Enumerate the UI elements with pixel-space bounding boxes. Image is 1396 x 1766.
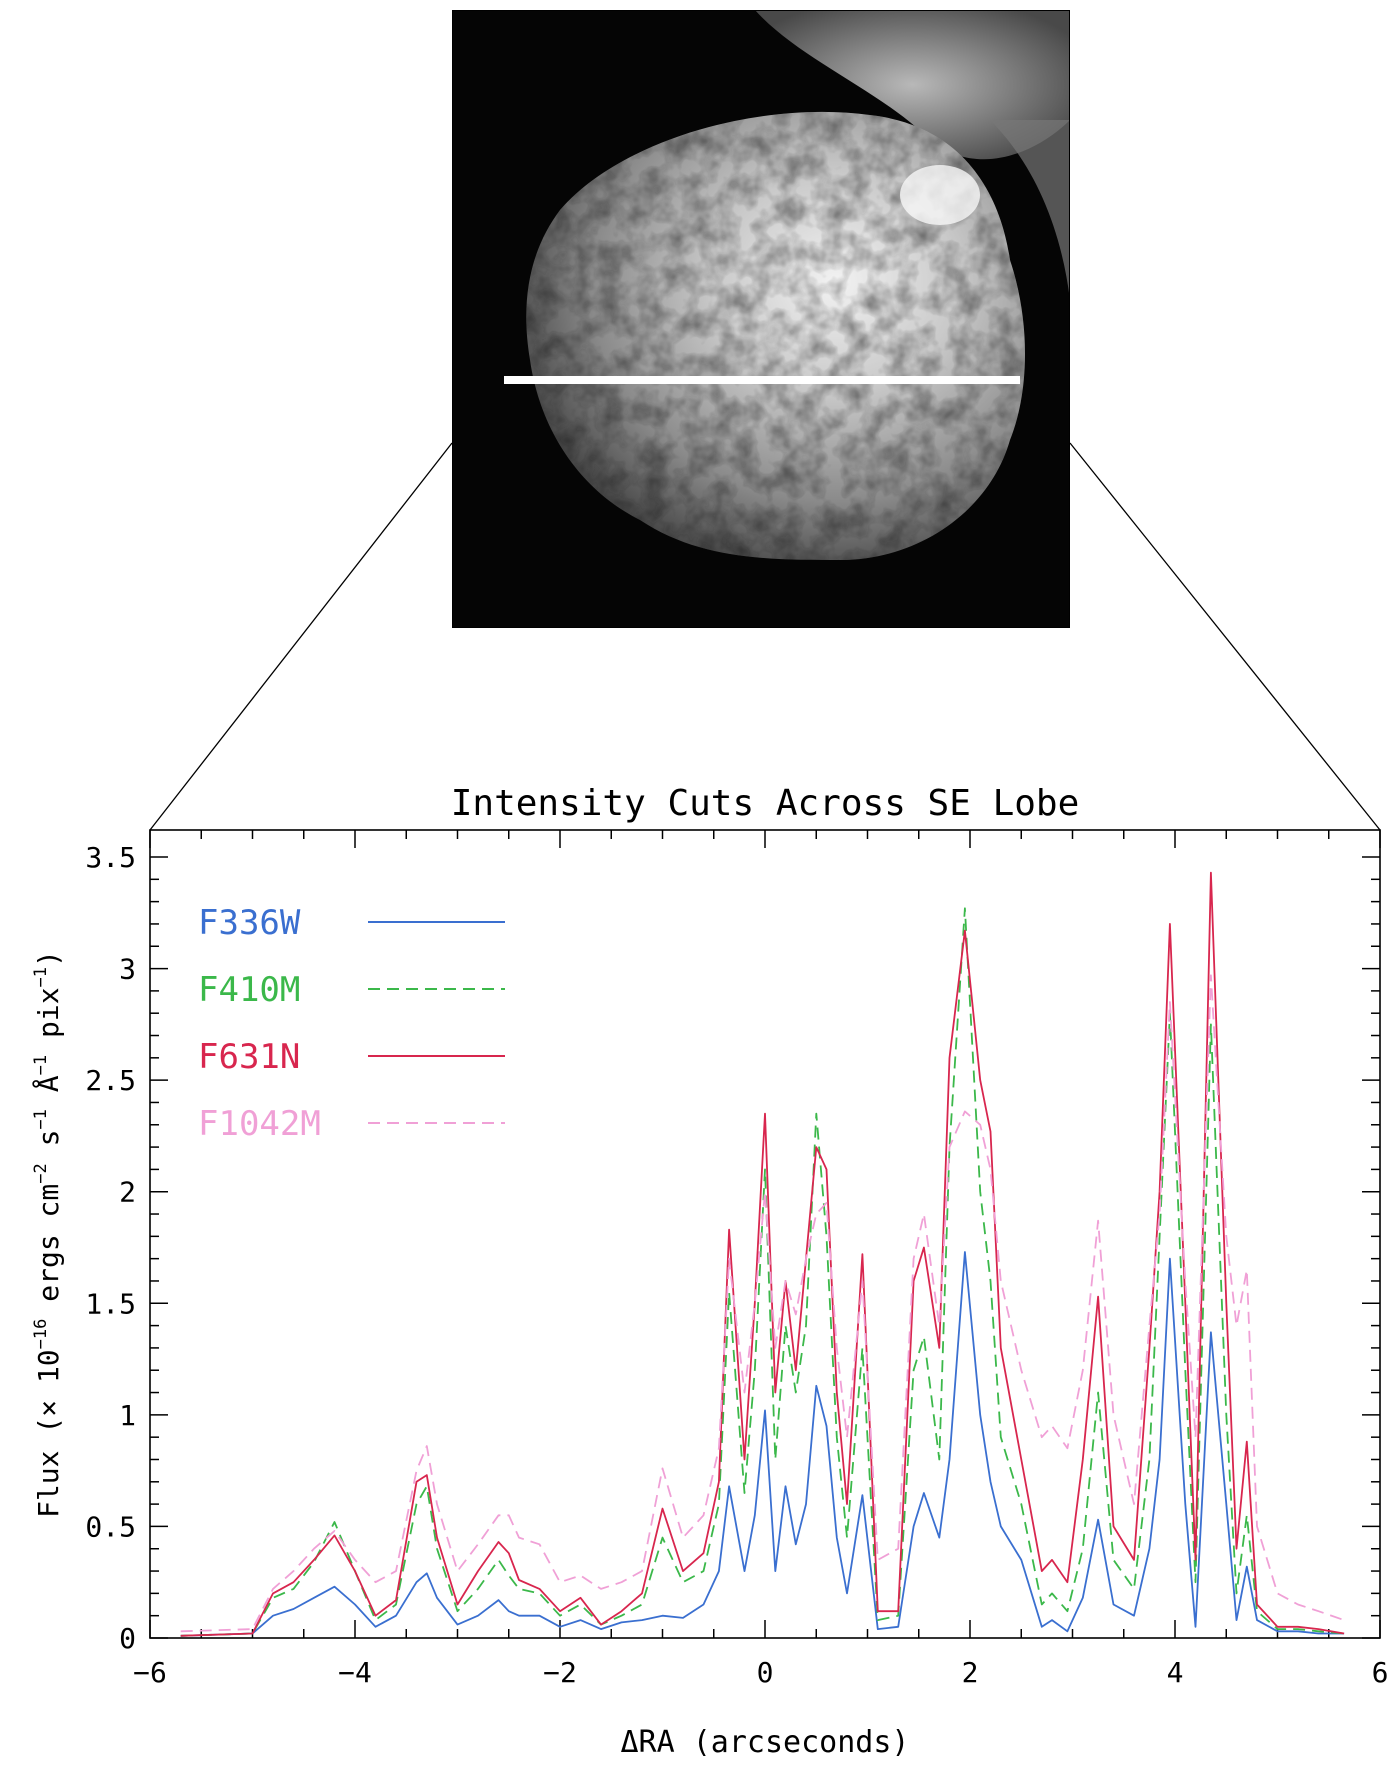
series-line-f631n: [180, 871, 1345, 1637]
legend-label-f1042m: F1042M: [198, 1104, 321, 1144]
y-tick-label: 1: [119, 1399, 136, 1432]
x-tick-label: −6: [133, 1656, 167, 1689]
y-tick-label: 1.5: [85, 1287, 136, 1320]
y-tick-label: 3.5: [85, 841, 136, 874]
chart-title: Intensity Cuts Across SE Lobe: [451, 783, 1080, 824]
zoom-line-right: [1069, 442, 1381, 831]
plot-frame: [149, 829, 1381, 1639]
legend: F336W F410M F631N F1042M: [198, 903, 505, 1144]
y-tick-label: 3: [119, 953, 136, 986]
y-tick-label: 0: [119, 1622, 136, 1655]
x-tick-label: 0: [757, 1656, 774, 1689]
y-axis-label: Flux (× 10−16 ergs cm−2 s−1 Å−1 pix−1): [31, 950, 65, 1518]
x-tick-labels: −6 −4 −2 0 2 4 6: [133, 1656, 1388, 1689]
series-line-f1042m: [180, 974, 1345, 1633]
legend-label-f631n: F631N: [198, 1037, 300, 1077]
series-line-f336w: [180, 1251, 1345, 1637]
x-tick-label: 6: [1372, 1656, 1389, 1689]
x-tick-label: −2: [543, 1656, 577, 1689]
nebula-image: [452, 10, 1070, 628]
series-lines: [180, 871, 1345, 1637]
x-axis-label: ΔRA (arcseconds): [621, 1725, 910, 1760]
zoom-line-left: [149, 442, 453, 831]
y-tick-label: 2.5: [85, 1064, 136, 1097]
x-tick-label: 2: [962, 1656, 979, 1689]
legend-label-f410m: F410M: [198, 970, 300, 1010]
y-tick-label: 0.5: [85, 1510, 136, 1543]
axis-ticks: [149, 830, 1381, 1639]
y-tick-label: 2: [119, 1176, 136, 1209]
legend-label-f336w: F336W: [198, 903, 301, 943]
y-tick-labels: 0 0.5 1 1.5 2 2.5 3 3.5: [85, 841, 136, 1655]
x-tick-label: 4: [1167, 1656, 1184, 1689]
x-tick-label: −4: [338, 1656, 372, 1689]
series-line-f410m: [180, 907, 1345, 1637]
